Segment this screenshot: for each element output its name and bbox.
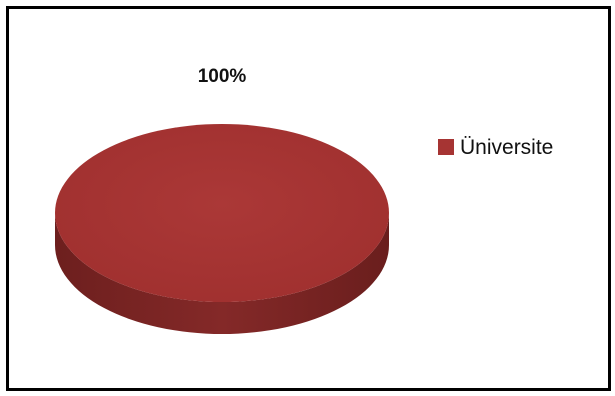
data-label-universite: 100% — [198, 66, 247, 87]
pie-slice--niversite — [55, 124, 389, 302]
legend-label-universite: Üniversite — [460, 136, 553, 159]
legend-swatch-universite — [438, 139, 454, 155]
pie-slice-side--niversite — [55, 213, 389, 334]
pie-slices — [55, 124, 389, 334]
legend: Üniversite — [438, 136, 553, 159]
